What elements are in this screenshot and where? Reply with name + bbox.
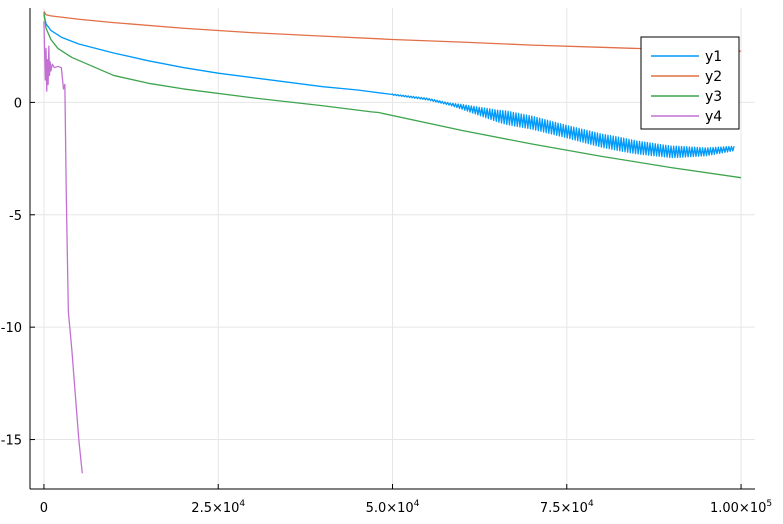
y-tick-label: -15 <box>1 434 22 449</box>
x-tick-base: 5.0×10 <box>366 501 414 516</box>
x-axis-ticks: 0 2.5×104 5.0×104 7.5×104 1.00×105 <box>40 499 772 516</box>
legend-label-y1: y1 <box>705 49 722 65</box>
x-tick-label: 2.5×104 <box>191 499 245 516</box>
x-tick-base: 1.00×10 <box>710 501 766 516</box>
y-tick-label: -10 <box>1 321 22 336</box>
y-axis-ticks: 0 -5 -10 -15 <box>1 96 22 448</box>
x-tick-exponent: 5 <box>766 499 772 509</box>
legend-box <box>640 36 740 130</box>
series-line-y1 <box>43 14 735 159</box>
x-tick-exponent: 4 <box>588 499 594 509</box>
x-tick-base: 7.5×10 <box>540 501 588 516</box>
y-tick-label: -5 <box>9 209 22 224</box>
series-line-y3 <box>43 12 742 179</box>
x-tick-exponent: 4 <box>414 499 420 509</box>
grid-lines <box>30 8 755 489</box>
y-tick-label: 0 <box>14 96 22 111</box>
legend-label-y4: y4 <box>705 109 722 125</box>
x-tick-label: 7.5×104 <box>540 499 594 516</box>
legend-label-y2: y2 <box>705 69 722 85</box>
legend: y1 y2 y3 y4 <box>640 36 740 130</box>
x-tick-label: 1.00×105 <box>710 499 772 516</box>
series-line-y2 <box>43 11 742 52</box>
x-tick-label: 0 <box>40 501 48 516</box>
x-tick-base: 0 <box>40 501 48 516</box>
axes <box>29 8 755 490</box>
legend-label-y3: y3 <box>705 89 722 105</box>
series-line-y4 <box>43 21 83 474</box>
x-tick-exponent: 4 <box>239 499 245 509</box>
x-tick-base: 2.5×10 <box>191 501 239 516</box>
x-tick-label: 5.0×104 <box>366 499 420 516</box>
series-layer <box>43 11 742 474</box>
